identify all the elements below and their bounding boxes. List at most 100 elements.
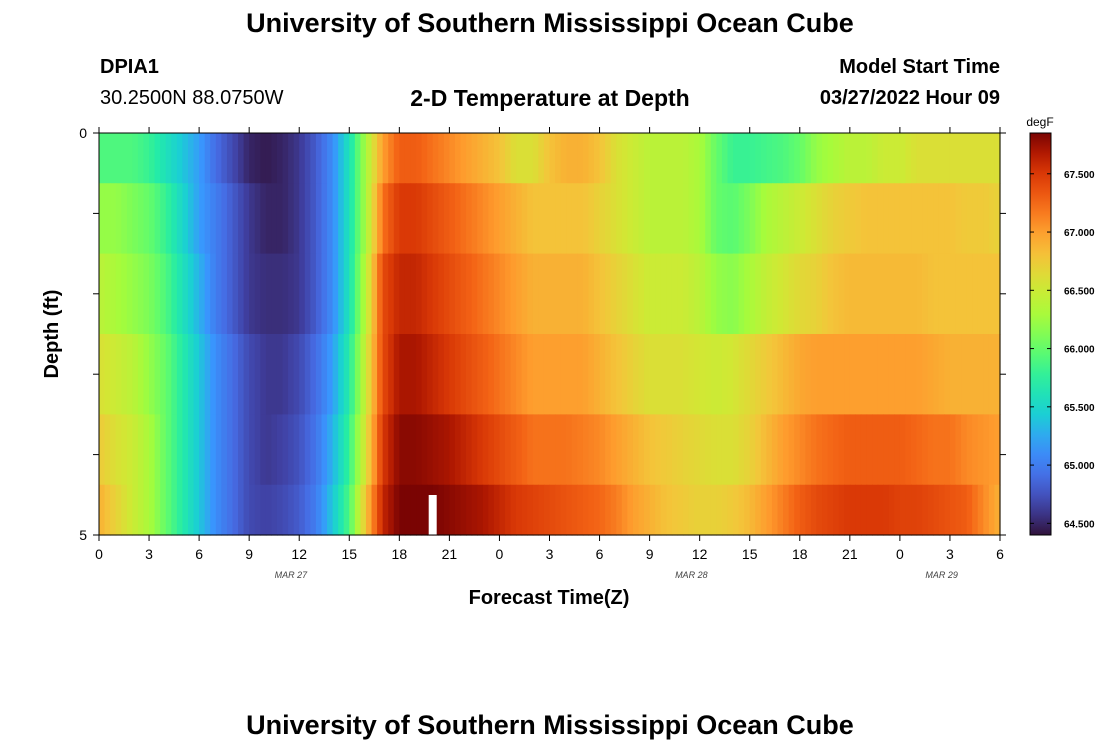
heatmap-cell [182,334,189,415]
heatmap-cell [810,484,818,536]
heatmap-cell [232,484,239,536]
heatmap-cell [555,334,562,415]
heatmap-cell [571,183,578,255]
y-tick-label: 0 [79,125,87,141]
heatmap-cell [126,414,133,486]
heatmap-cell [616,133,623,184]
heatmap-cell [443,253,450,335]
heatmap-cell [610,334,617,415]
heatmap-cell [260,414,267,486]
heatmap-cell [260,334,267,415]
heatmap-cell [438,414,445,486]
heatmap-cell [410,183,417,255]
heatmap-cell [488,484,495,536]
heatmap-cell [410,334,417,415]
heatmap-cell [716,414,723,486]
x-axis-label: Forecast Time(Z) [469,587,630,609]
heatmap-cell [193,334,200,415]
heatmap-cell [354,133,361,184]
heatmap-cell [860,414,868,486]
colorbar-tick-label: 67.000 [1064,228,1095,239]
heatmap-cell [543,484,551,536]
heatmap-cell [860,484,868,536]
heatmap-cell [771,484,779,536]
heatmap-cell [755,183,762,255]
heatmap-cell [171,253,178,335]
heatmap-cell [911,183,918,255]
heatmap-cell [822,484,829,536]
heatmap-cell [588,484,595,536]
heatmap-cell [671,133,679,184]
heatmap-cell [182,253,189,335]
heatmap-cell [705,414,712,486]
heatmap-cell [265,183,273,255]
heatmap-cell [705,334,712,415]
heatmap-cell [938,133,945,184]
heatmap-cell [605,183,612,255]
heatmap-cell [610,183,617,255]
heatmap-cell [571,334,578,415]
colorbar-unit: degF [1026,115,1053,129]
heatmap-cell [454,414,462,486]
heatmap-cell [844,414,851,486]
heatmap-cell [310,414,317,486]
heatmap-cell [460,484,467,536]
heatmap-cell [694,334,701,415]
heatmap-cell [916,484,923,536]
heatmap-cell [438,334,445,415]
heatmap-cell [432,253,439,335]
heatmap-cell [694,133,701,184]
heatmap-cell [477,133,484,184]
heatmap-cell [632,183,640,255]
heatmap-cell [432,334,439,415]
heatmap-cell [505,334,512,415]
heatmap-cell [132,414,139,486]
heatmap-cell [799,133,806,184]
heatmap-cell [377,183,384,255]
heatmap-cell [99,414,106,486]
heatmap-cell [894,183,901,255]
heatmap-cell [588,334,595,415]
heatmap-cell [271,414,278,486]
heatmap-cell [332,484,339,536]
heatmap-cell [721,414,729,486]
heatmap-cell [171,133,178,184]
heatmap-cell [288,484,295,536]
heatmap-cell [510,133,517,184]
heatmap-cell [794,183,801,255]
heatmap-cell [232,253,239,335]
heatmap-cell [727,334,734,415]
heatmap-cell [493,414,501,486]
heatmap-cell [221,414,228,486]
heatmap-cell [187,334,195,415]
heatmap-cell [543,183,551,255]
heatmap-cell [221,334,228,415]
heatmap-cell [321,253,328,335]
heatmap-cell [855,253,862,335]
heatmap-cell [560,133,567,184]
heatmap-cell [582,133,590,184]
heatmap-cell [755,484,762,536]
heatmap-cell [304,334,311,415]
x-tick-label: 18 [792,546,808,562]
heatmap-cell [99,183,106,255]
heatmap-cell [132,133,139,184]
heatmap-cell [176,414,184,486]
heatmap-cell [744,334,751,415]
heatmap-cell [983,133,990,184]
heatmap-cell [421,183,428,255]
heatmap-cell [844,253,851,335]
heatmap-cell [866,183,873,255]
heatmap-cell [966,484,973,536]
heatmap-cell [399,484,406,536]
heatmap-cell [365,484,373,536]
heatmap-cell [972,484,979,536]
heatmap-cell [716,334,723,415]
heatmap-cell [276,334,284,415]
heatmap-cell [777,414,784,486]
heatmap-cell [315,414,323,486]
heatmap-cell [922,183,929,255]
heatmap-cell [727,253,734,335]
heatmap-cell [566,183,573,255]
heatmap-cell [260,484,267,536]
